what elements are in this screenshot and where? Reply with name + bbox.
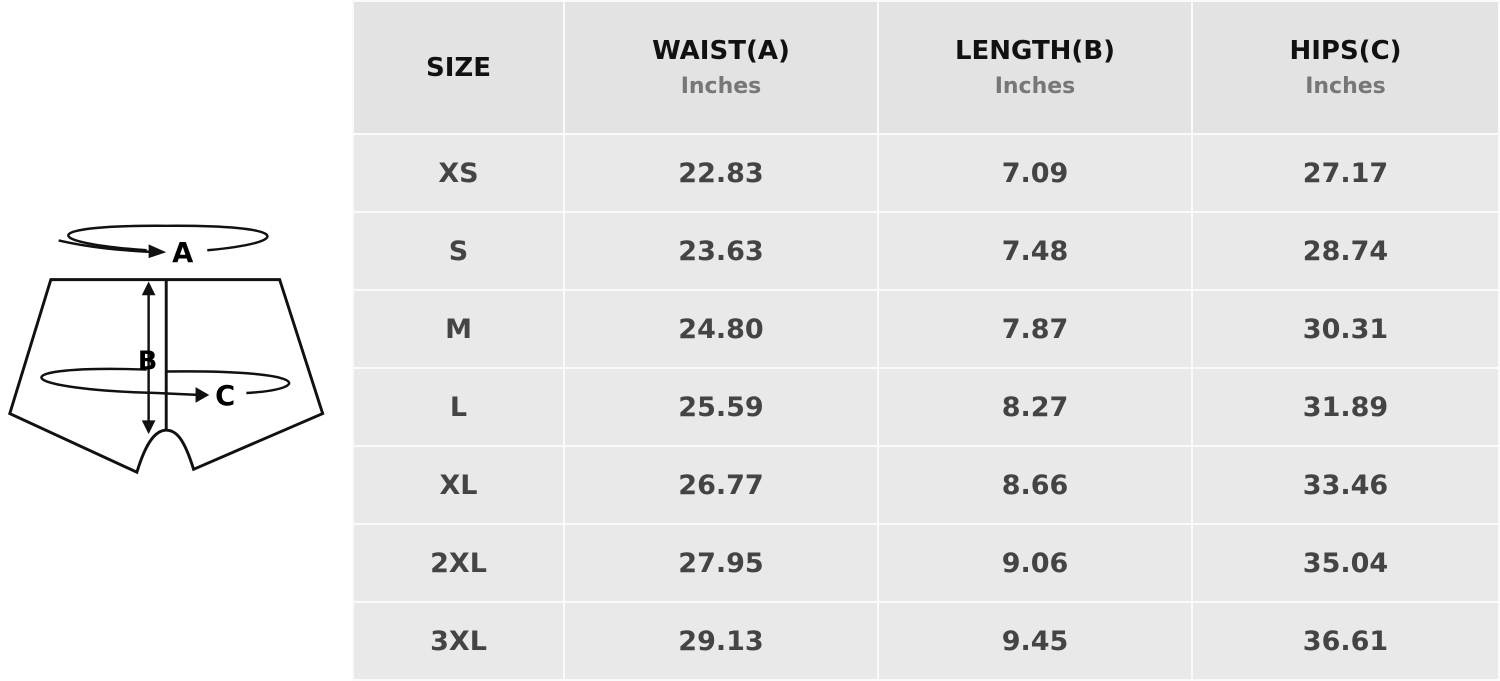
header-length: LENGTH(B) Inches	[877, 0, 1193, 135]
cell-size: XS	[352, 133, 565, 213]
length-arrowhead-bottom	[141, 420, 156, 435]
cell-size: M	[352, 289, 565, 369]
cell-length: 8.27	[877, 367, 1193, 447]
cell-length: 7.09	[877, 133, 1193, 213]
header-waist: WAIST(A) Inches	[563, 0, 879, 135]
size-chart-table: SIZE WAIST(A) Inches LENGTH(B) Inches HIPS…	[352, 0, 1500, 681]
header-title: HIPS(C)	[1289, 36, 1402, 66]
waist-arrow-line	[58, 239, 157, 254]
label-c: C	[215, 381, 235, 412]
length-arrowhead-top	[141, 281, 156, 296]
cell-size: XL	[352, 445, 565, 525]
cell-length: 8.66	[877, 445, 1193, 525]
header-title: SIZE	[425, 52, 491, 83]
header-row: SIZE WAIST(A) Inches LENGTH(B) Inches HIPS…	[352, 0, 1500, 135]
cell-length: 9.06	[877, 523, 1193, 603]
waist-arrowhead	[148, 244, 167, 259]
cell-hips: 33.46	[1191, 445, 1500, 525]
header-size: SIZE	[352, 0, 565, 135]
table-row: S 23.63 7.48 28.74	[352, 211, 1500, 291]
cell-length: 7.87	[877, 289, 1193, 369]
header-unit: Inches	[680, 74, 762, 99]
label-b: B	[138, 346, 157, 376]
table-row: L 25.59 8.27 31.89	[352, 367, 1500, 447]
cell-hips: 27.17	[1191, 133, 1500, 213]
cell-waist: 22.83	[563, 133, 879, 213]
table-row: 2XL 27.95 9.06 35.04	[352, 523, 1500, 603]
shorts-outline	[8, 278, 325, 475]
cell-size: 2XL	[352, 523, 565, 603]
table-row: XL 26.77 8.66 33.46	[352, 445, 1500, 525]
cell-length: 9.45	[877, 601, 1193, 681]
cell-hips: 35.04	[1191, 523, 1500, 603]
hips-arrowhead	[195, 387, 210, 403]
cell-length: 7.48	[877, 211, 1193, 291]
hips-loop	[40, 367, 291, 397]
cell-hips: 36.61	[1191, 601, 1500, 681]
cell-waist: 23.63	[563, 211, 879, 291]
header-title: LENGTH(B)	[954, 36, 1116, 66]
cell-size: L	[352, 367, 565, 447]
cell-size: 3XL	[352, 601, 565, 681]
cell-waist: 29.13	[563, 601, 879, 681]
cell-hips: 28.74	[1191, 211, 1500, 291]
cell-size: S	[352, 211, 565, 291]
waist-loop	[67, 224, 269, 252]
cell-hips: 30.31	[1191, 289, 1500, 369]
label-a: A	[172, 238, 194, 269]
table-row: 3XL 29.13 9.45 36.61	[352, 601, 1500, 681]
table-row: M 24.80 7.87 30.31	[352, 289, 1500, 369]
header-unit: Inches	[994, 74, 1076, 99]
header-unit: Inches	[1305, 74, 1386, 99]
cell-waist: 25.59	[563, 367, 879, 447]
header-hips: HIPS(C) Inches	[1191, 0, 1500, 135]
cell-waist: 24.80	[563, 289, 879, 369]
cell-hips: 31.89	[1191, 367, 1500, 447]
cell-waist: 27.95	[563, 523, 879, 603]
header-title: WAIST(A)	[652, 36, 790, 66]
shorts-measurement-diagram: A B C	[8, 224, 325, 475]
cell-waist: 26.77	[563, 445, 879, 525]
table-row: XS 22.83 7.09 27.17	[352, 133, 1500, 213]
